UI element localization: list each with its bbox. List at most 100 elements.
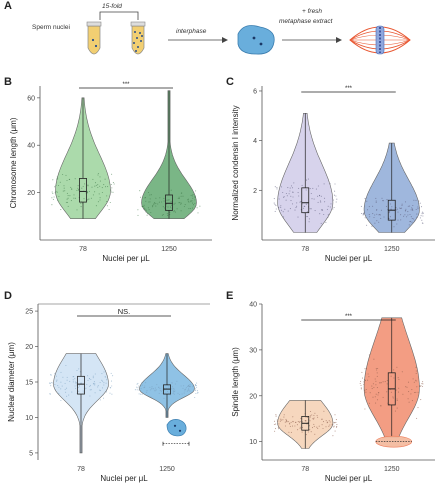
data-point <box>313 414 315 416</box>
data-point <box>183 205 185 208</box>
x-tick-label: 1250 <box>161 246 177 253</box>
data-point <box>317 427 319 429</box>
data-point <box>166 213 168 215</box>
data-point <box>381 197 383 199</box>
data-point <box>313 423 315 425</box>
data-point <box>363 381 365 383</box>
data-point <box>70 200 72 202</box>
data-point <box>316 414 318 417</box>
data-point <box>97 174 99 176</box>
x-tick-label: 78 <box>301 466 309 473</box>
data-point <box>49 393 51 395</box>
data-point <box>273 198 275 200</box>
data-point <box>149 201 151 203</box>
data-point <box>413 381 415 383</box>
data-point <box>60 209 62 211</box>
data-point <box>393 226 395 228</box>
data-point <box>179 201 181 204</box>
data-point <box>404 210 406 212</box>
data-point <box>158 201 160 203</box>
data-point <box>283 196 285 199</box>
data-point <box>413 199 415 201</box>
data-point <box>57 199 59 202</box>
data-point <box>390 375 392 377</box>
data-point <box>79 371 81 373</box>
data-point <box>147 191 150 194</box>
data-point <box>421 383 423 385</box>
data-point <box>396 398 398 400</box>
data-point <box>134 389 136 391</box>
data-point <box>50 381 52 384</box>
y-tick-label: 20 <box>25 344 33 351</box>
y-tick-label: 20 <box>249 393 257 400</box>
data-point <box>323 213 325 216</box>
data-point <box>61 385 63 387</box>
data-point <box>139 190 141 192</box>
data-point <box>87 184 89 186</box>
data-point <box>405 386 407 388</box>
data-point <box>328 420 330 422</box>
data-point <box>101 191 103 194</box>
data-point <box>68 178 70 180</box>
data-point <box>300 417 302 419</box>
data-point <box>364 389 366 391</box>
data-point <box>412 209 414 211</box>
data-point <box>55 375 57 377</box>
data-point <box>289 190 291 192</box>
fold-dilution-label: 15-fold <box>102 3 122 10</box>
data-point <box>401 204 403 207</box>
data-point <box>191 200 193 202</box>
data-point <box>366 200 368 202</box>
data-point <box>362 212 364 214</box>
data-point <box>404 201 407 203</box>
data-point <box>167 214 169 216</box>
data-point <box>155 197 157 199</box>
data-point <box>297 421 299 423</box>
data-point <box>65 391 67 393</box>
data-point <box>90 378 92 381</box>
data-point <box>157 203 159 205</box>
data-point <box>320 222 322 224</box>
data-point <box>310 192 312 195</box>
data-point <box>296 202 298 204</box>
data-point <box>150 194 152 196</box>
data-point <box>308 221 310 223</box>
data-point <box>184 204 186 206</box>
data-point <box>193 389 195 391</box>
data-point <box>408 224 410 226</box>
data-point <box>280 209 283 211</box>
data-point <box>309 416 311 418</box>
data-point <box>407 398 409 400</box>
data-point <box>78 390 80 392</box>
data-point <box>195 190 197 192</box>
data-point <box>375 200 377 202</box>
data-point <box>105 391 108 393</box>
data-point <box>161 201 163 203</box>
data-point <box>310 431 312 433</box>
data-point <box>192 194 194 196</box>
data-point <box>334 190 336 192</box>
data-point <box>109 392 111 394</box>
data-point <box>68 394 70 396</box>
data-point <box>51 191 53 193</box>
data-point <box>163 200 165 202</box>
data-point <box>296 424 298 426</box>
data-point <box>372 205 374 207</box>
data-point <box>422 381 424 383</box>
data-point <box>368 402 371 404</box>
data-point <box>319 200 321 202</box>
data-point <box>197 212 199 214</box>
data-point <box>334 414 336 416</box>
data-point <box>392 397 394 399</box>
data-point <box>364 408 366 410</box>
data-point <box>141 382 143 384</box>
y-tick-label: 40 <box>249 302 257 309</box>
data-point <box>172 393 174 395</box>
data-point <box>89 389 91 391</box>
data-point <box>275 414 277 416</box>
data-point <box>305 416 307 418</box>
data-point <box>89 385 91 387</box>
data-point <box>392 396 394 398</box>
data-point <box>305 434 307 436</box>
data-point <box>303 205 305 207</box>
